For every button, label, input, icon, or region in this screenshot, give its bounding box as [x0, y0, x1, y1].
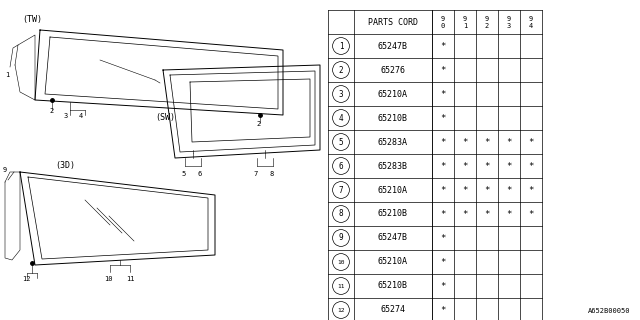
Text: 6: 6	[197, 171, 201, 177]
Text: *: *	[440, 162, 445, 171]
Text: *: *	[462, 162, 468, 171]
Text: 1: 1	[339, 42, 343, 51]
Text: *: *	[528, 138, 534, 147]
Text: *: *	[440, 210, 445, 219]
Text: 12: 12	[337, 308, 345, 313]
Text: 65247B: 65247B	[378, 234, 408, 243]
Text: 7: 7	[253, 171, 257, 177]
Text: *: *	[528, 162, 534, 171]
Text: 1: 1	[463, 22, 467, 28]
Text: 65210A: 65210A	[378, 258, 408, 267]
Text: 7: 7	[339, 186, 343, 195]
Text: 12: 12	[22, 276, 31, 282]
Text: 3: 3	[339, 90, 343, 99]
Text: *: *	[484, 162, 490, 171]
Text: *: *	[506, 210, 512, 219]
Text: 5: 5	[181, 171, 185, 177]
Text: PARTS CORD: PARTS CORD	[368, 18, 418, 27]
Text: *: *	[506, 186, 512, 195]
Text: 11: 11	[337, 284, 345, 289]
Text: *: *	[440, 282, 445, 291]
Text: 9: 9	[529, 15, 533, 21]
Text: 6: 6	[339, 162, 343, 171]
Text: 65276: 65276	[381, 66, 406, 75]
Text: (SW): (SW)	[155, 113, 175, 122]
Text: 3: 3	[507, 22, 511, 28]
Text: 2: 2	[256, 121, 260, 127]
Text: 9: 9	[339, 234, 343, 243]
Text: A652B00050: A652B00050	[588, 308, 630, 314]
Text: *: *	[462, 210, 468, 219]
Text: 65283B: 65283B	[378, 162, 408, 171]
Text: 9: 9	[463, 15, 467, 21]
Text: 65210B: 65210B	[378, 210, 408, 219]
Text: *: *	[440, 138, 445, 147]
Text: 2: 2	[49, 108, 53, 114]
Text: 2: 2	[339, 66, 343, 75]
Text: 11: 11	[126, 276, 134, 282]
Text: 1: 1	[5, 72, 9, 78]
Text: 9: 9	[441, 15, 445, 21]
Text: (3D): (3D)	[55, 161, 75, 170]
Text: 65210A: 65210A	[378, 90, 408, 99]
Text: *: *	[506, 138, 512, 147]
Text: *: *	[440, 90, 445, 99]
Text: 8: 8	[269, 171, 273, 177]
Text: 65210B: 65210B	[378, 114, 408, 123]
Text: *: *	[440, 42, 445, 51]
Text: *: *	[440, 66, 445, 75]
Text: *: *	[484, 186, 490, 195]
Text: *: *	[440, 114, 445, 123]
Text: 4: 4	[339, 114, 343, 123]
Text: 10: 10	[104, 276, 113, 282]
Text: 9: 9	[507, 15, 511, 21]
Text: *: *	[440, 234, 445, 243]
Text: *: *	[506, 162, 512, 171]
Text: 65274: 65274	[381, 306, 406, 315]
Text: *: *	[440, 186, 445, 195]
Text: *: *	[440, 306, 445, 315]
Text: 5: 5	[339, 138, 343, 147]
Text: 9: 9	[3, 167, 7, 173]
Text: 4: 4	[79, 113, 83, 119]
Text: 65210A: 65210A	[378, 186, 408, 195]
Text: *: *	[484, 210, 490, 219]
Text: *: *	[484, 138, 490, 147]
Text: 9: 9	[485, 15, 489, 21]
Text: 3: 3	[64, 113, 68, 119]
Text: 8: 8	[339, 210, 343, 219]
Text: 65247B: 65247B	[378, 42, 408, 51]
Text: *: *	[528, 210, 534, 219]
Text: *: *	[440, 258, 445, 267]
Text: 65283A: 65283A	[378, 138, 408, 147]
Text: 10: 10	[337, 260, 345, 265]
Text: *: *	[462, 138, 468, 147]
Text: 2: 2	[485, 22, 489, 28]
Text: 65210B: 65210B	[378, 282, 408, 291]
Text: (TW): (TW)	[22, 15, 42, 24]
Text: 0: 0	[441, 22, 445, 28]
Text: *: *	[528, 186, 534, 195]
Text: 4: 4	[529, 22, 533, 28]
Text: *: *	[462, 186, 468, 195]
